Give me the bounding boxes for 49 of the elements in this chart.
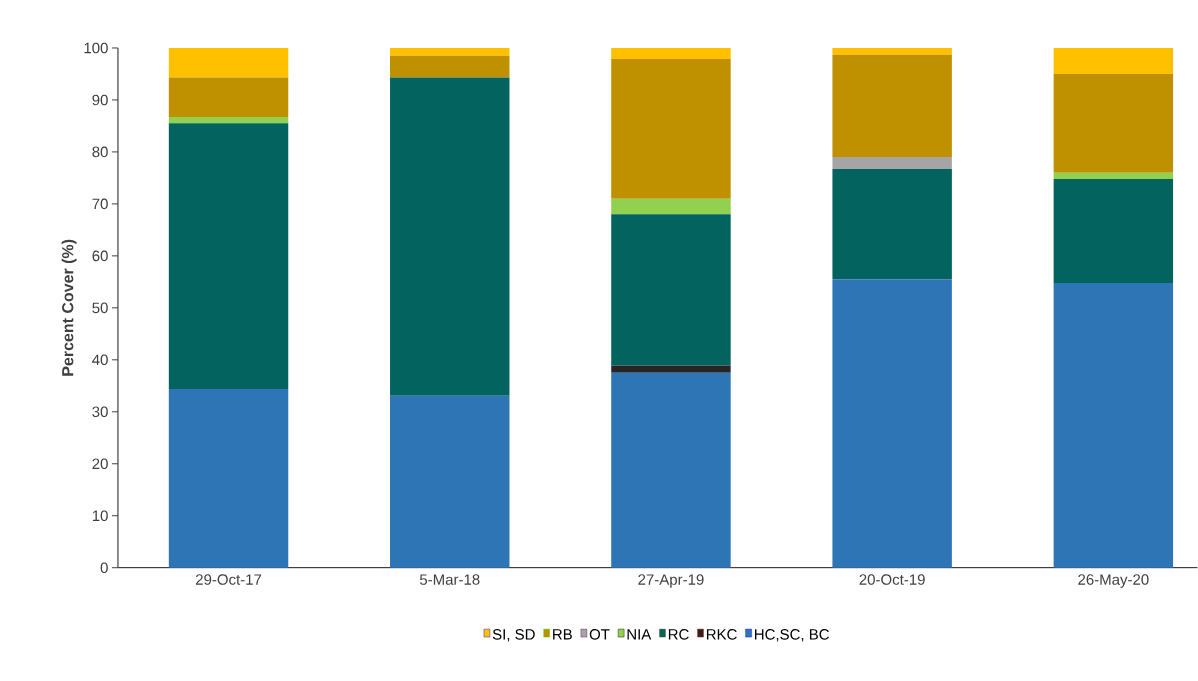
bar <box>832 157 952 170</box>
y-tick-label: 20 <box>92 458 108 470</box>
bar <box>611 59 731 199</box>
bar <box>168 48 289 78</box>
x-tick-label: 26-May-20 <box>1078 574 1149 588</box>
legend-label: RKC <box>706 629 737 640</box>
bar <box>832 54 952 158</box>
bar <box>1053 179 1174 284</box>
bar <box>1053 172 1174 180</box>
y-tick-label: 30 <box>92 406 108 418</box>
y-tick-label: 90 <box>92 94 108 106</box>
y-tick-label: 10 <box>92 510 108 522</box>
bar <box>168 77 289 118</box>
bar <box>168 123 289 390</box>
y-tick-label: 40 <box>92 354 108 366</box>
bar <box>390 55 510 78</box>
bar <box>832 169 952 280</box>
bar <box>1053 74 1174 173</box>
y-tick-label: 80 <box>92 146 108 158</box>
bar <box>832 279 952 568</box>
x-tick-label: 27-Apr-19 <box>638 574 704 588</box>
bar <box>611 214 731 366</box>
bar <box>611 372 731 568</box>
legend-label: RC <box>668 629 689 640</box>
y-tick-label: 100 <box>84 42 108 54</box>
y-axis-title: Percent Cover (%) <box>61 239 77 376</box>
legend-label: OT <box>589 629 610 640</box>
y-tick-label: 60 <box>92 250 108 262</box>
legend-label: RB <box>553 629 572 640</box>
bar <box>1053 48 1174 75</box>
x-tick-label: 29-Oct-17 <box>195 574 262 586</box>
x-tick-label: 5-Mar-18 <box>419 574 480 586</box>
bar <box>611 48 731 60</box>
bar <box>390 48 510 56</box>
bar <box>832 48 952 55</box>
y-tick-label: 0 <box>100 562 108 574</box>
legend-label: SI, SD <box>492 629 535 642</box>
bar <box>611 198 731 215</box>
legend-label: HC,SC, BC <box>755 629 829 642</box>
bar <box>1053 283 1174 568</box>
x-tick-label: 20-Oct-19 <box>859 574 925 586</box>
bar <box>611 365 731 373</box>
bar <box>390 395 510 568</box>
y-tick-label: 50 <box>92 302 108 314</box>
legend-label: NIA <box>627 629 652 640</box>
bar <box>168 117 289 124</box>
bar <box>390 77 510 396</box>
bar <box>168 389 289 568</box>
y-tick-label: 70 <box>92 198 108 210</box>
